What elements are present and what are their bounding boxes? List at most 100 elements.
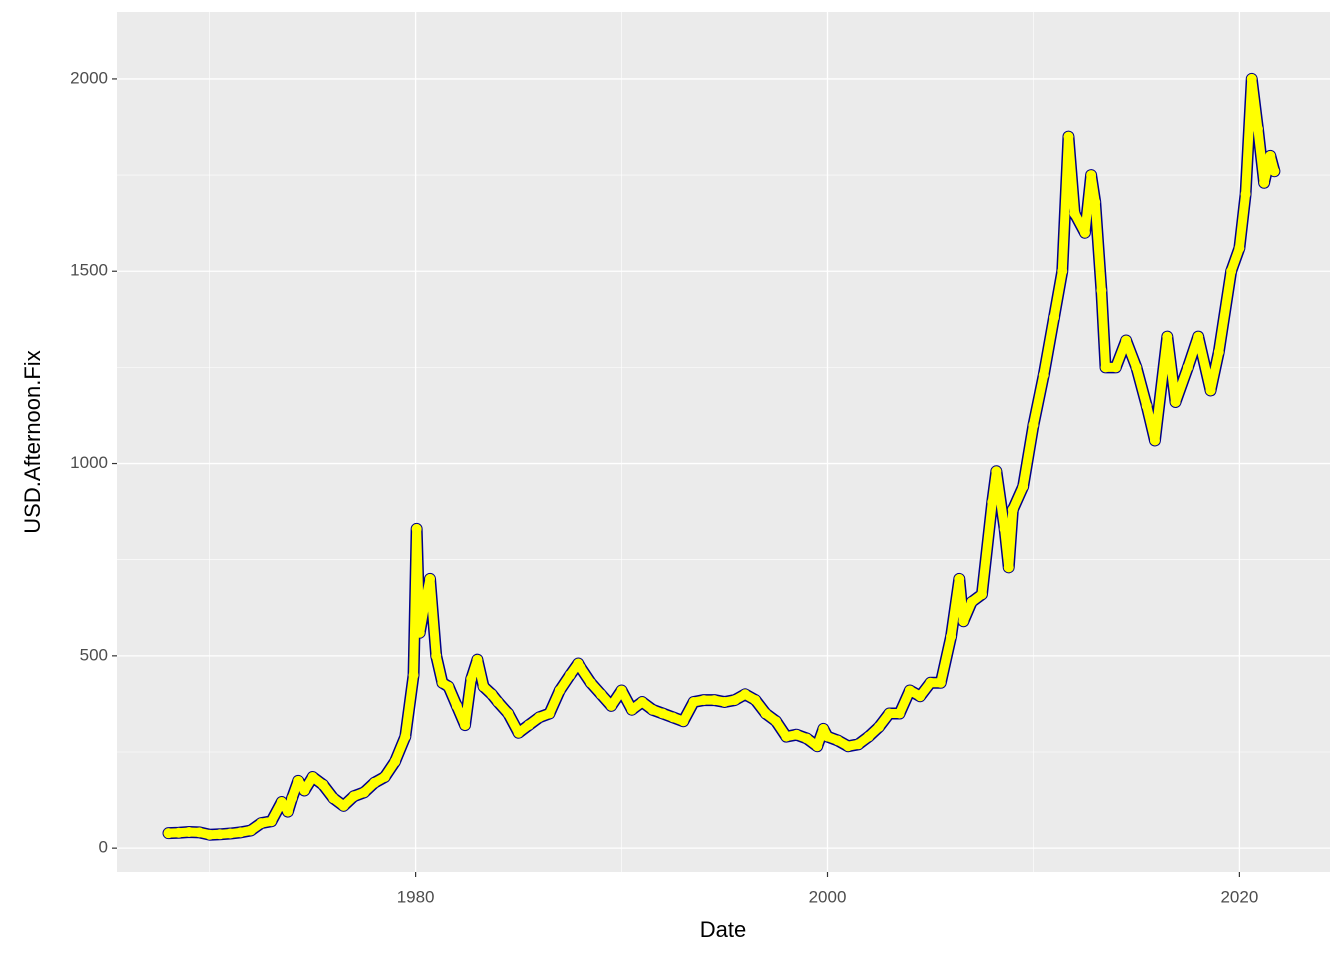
point — [626, 704, 637, 715]
point — [503, 708, 514, 719]
point — [443, 681, 454, 692]
point — [256, 818, 267, 829]
point — [1213, 347, 1224, 357]
point — [1162, 331, 1173, 342]
grid — [117, 12, 1330, 872]
point — [513, 727, 524, 738]
point — [472, 654, 483, 665]
point — [709, 695, 720, 706]
y-tick-label: 0 — [99, 838, 108, 857]
point — [390, 756, 401, 767]
point — [1252, 123, 1263, 134]
point — [884, 708, 895, 719]
point — [987, 497, 998, 507]
point — [999, 523, 1010, 534]
point — [791, 729, 802, 740]
point — [657, 708, 668, 719]
point — [958, 616, 969, 627]
point — [606, 700, 617, 711]
point — [832, 735, 843, 746]
point — [266, 816, 277, 827]
point — [575, 662, 586, 673]
point — [492, 697, 503, 707]
point — [523, 720, 534, 731]
x-axis-title: Date — [700, 917, 746, 942]
x-tick-label: 1980 — [397, 887, 435, 906]
point — [1170, 397, 1181, 407]
point — [1057, 266, 1068, 277]
point — [976, 589, 987, 600]
point — [282, 806, 293, 817]
point — [1182, 362, 1193, 373]
point — [873, 722, 884, 732]
y-tick-label: 2000 — [70, 68, 108, 87]
point — [293, 775, 304, 786]
point — [478, 681, 489, 692]
point — [554, 685, 565, 696]
point — [431, 650, 442, 661]
point — [338, 800, 349, 811]
point — [647, 704, 658, 715]
point — [740, 689, 751, 700]
point — [1269, 166, 1280, 177]
point — [698, 695, 709, 706]
point — [812, 741, 823, 752]
point — [163, 828, 174, 839]
x-tick-label: 2020 — [1220, 887, 1258, 906]
point — [729, 695, 740, 706]
point — [1110, 362, 1121, 373]
point — [544, 708, 555, 719]
point — [1240, 189, 1251, 200]
point — [1205, 385, 1216, 396]
point — [1028, 420, 1039, 431]
point — [1038, 370, 1049, 381]
point — [1018, 481, 1029, 492]
point — [818, 723, 829, 734]
point — [719, 697, 730, 707]
point — [1100, 362, 1111, 373]
point — [184, 827, 195, 837]
y-tick-label: 1500 — [70, 261, 108, 280]
point — [420, 593, 431, 604]
point — [307, 772, 318, 782]
point — [915, 691, 926, 702]
point — [299, 785, 310, 796]
point — [853, 739, 864, 750]
x-tick-label: 2000 — [809, 887, 847, 906]
y-tick-label: 1000 — [70, 453, 108, 472]
point — [565, 670, 576, 681]
point — [348, 791, 359, 802]
point — [925, 677, 936, 688]
point — [359, 787, 370, 798]
point — [411, 523, 422, 534]
point — [1265, 150, 1276, 161]
point — [595, 689, 606, 700]
point — [460, 720, 471, 731]
point — [991, 466, 1002, 477]
point — [534, 712, 545, 723]
point — [194, 827, 205, 838]
point — [414, 627, 425, 638]
point — [1003, 562, 1014, 573]
point — [245, 825, 256, 836]
y-tick-label: 500 — [80, 645, 108, 664]
point — [204, 829, 215, 840]
point — [966, 597, 977, 607]
point — [173, 827, 184, 838]
point — [894, 708, 905, 719]
point — [486, 689, 497, 700]
point — [1086, 170, 1097, 181]
point — [1141, 400, 1152, 411]
marks — [162, 72, 1281, 841]
point — [225, 828, 236, 839]
point — [1063, 131, 1074, 142]
point — [451, 700, 462, 711]
point — [214, 829, 225, 840]
point — [801, 733, 812, 744]
point — [1193, 331, 1204, 342]
point — [466, 673, 477, 684]
point — [843, 741, 854, 752]
point — [1226, 266, 1237, 277]
